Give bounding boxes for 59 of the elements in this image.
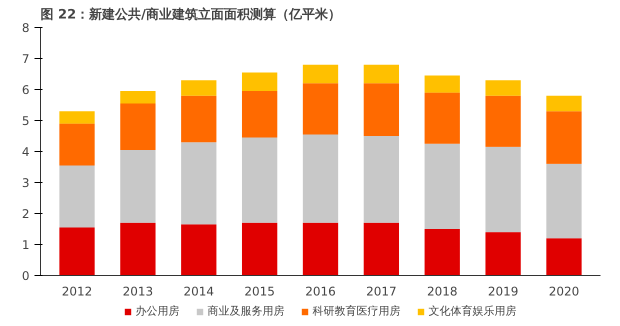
y-tick-label: 4 <box>22 145 30 159</box>
bar <box>302 222 338 276</box>
legend-label: 办公用房 <box>136 304 180 318</box>
bar <box>364 222 400 276</box>
bar <box>302 64 338 84</box>
bar <box>485 96 521 147</box>
x-tick-label: 2020 <box>548 284 580 298</box>
bar <box>59 227 95 276</box>
y-tick-label: 3 <box>22 176 30 190</box>
chart-title: 图 22：新建公共/商业建筑立面面积测算（亿平米） <box>40 6 341 22</box>
bar <box>59 111 95 124</box>
bar <box>120 91 156 104</box>
x-tick-label: 2015 <box>244 284 275 298</box>
bar <box>242 91 278 138</box>
bar <box>424 92 460 144</box>
bar <box>424 144 460 229</box>
legend-label: 科研教育医疗用房 <box>312 304 400 318</box>
bar <box>302 83 338 134</box>
bar <box>546 164 582 238</box>
bar <box>364 136 400 223</box>
bar <box>242 72 278 92</box>
bar <box>364 64 400 84</box>
bar <box>485 146 521 232</box>
bar <box>181 80 216 96</box>
bar <box>120 222 156 276</box>
bar <box>181 224 216 276</box>
y-tick-label: 0 <box>22 269 30 283</box>
bar <box>364 83 400 136</box>
x-tick-label: 2012 <box>62 284 92 298</box>
bar <box>424 76 460 93</box>
x-tick-label: 2016 <box>305 284 336 298</box>
legend-label: 商业及服务用房 <box>208 304 284 318</box>
bar <box>485 232 521 276</box>
bar <box>181 96 216 142</box>
y-tick-label: 5 <box>22 114 30 128</box>
legend-label: 文化体育娱乐用房 <box>428 304 516 318</box>
x-tick-label: 2013 <box>122 284 154 298</box>
bar <box>242 222 278 276</box>
x-tick-label: 2018 <box>426 284 458 298</box>
bar <box>59 124 95 166</box>
bar <box>302 134 338 223</box>
bar <box>181 142 216 224</box>
bar <box>242 138 278 223</box>
bar <box>546 111 582 164</box>
bar <box>546 96 582 112</box>
x-tick-label: 2017 <box>366 284 397 298</box>
bar <box>59 165 95 228</box>
bar <box>485 80 521 96</box>
y-tick-label: 1 <box>22 238 30 252</box>
y-tick-label: 7 <box>22 52 30 66</box>
bar <box>120 150 156 223</box>
bar <box>424 229 460 276</box>
y-tick-label: 8 <box>22 21 30 35</box>
y-tick-label: 6 <box>22 83 30 97</box>
x-tick-label: 2019 <box>488 284 518 298</box>
x-tick-label: 2014 <box>183 284 214 298</box>
y-tick-label: 2 <box>22 207 30 221</box>
bar <box>120 103 156 150</box>
bar <box>546 238 582 276</box>
